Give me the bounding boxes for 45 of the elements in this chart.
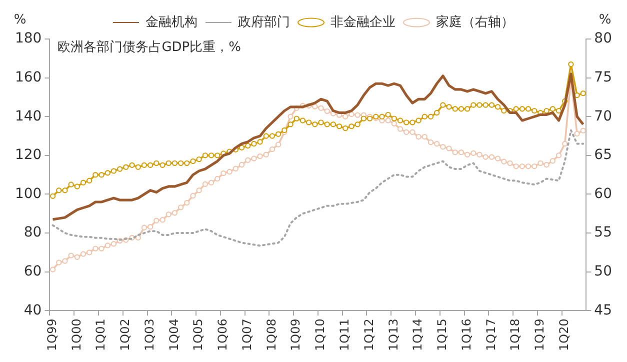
y-tick-label: 100: [14, 186, 42, 202]
x-tick-label: 1Q06: [216, 318, 230, 352]
legend-label: 家庭（右轴）: [436, 14, 514, 30]
x-tick-label: 1Q00: [69, 318, 84, 352]
x-tick-label: 1Q20: [556, 318, 571, 352]
y-tick-label: 160: [14, 69, 42, 86]
y-tick-label: 180: [14, 30, 42, 47]
x-tick-label: 1Q99: [44, 318, 59, 352]
x-tick-label: 1Q11: [338, 318, 352, 352]
x-tick-label: 1Q14: [410, 318, 425, 352]
y2-tick-label: 70: [594, 108, 612, 124]
y2-tick-label: 75: [594, 69, 612, 86]
x-tick-label: 1Q01: [94, 318, 108, 352]
x-tick-label: 1Q03: [142, 318, 156, 352]
legend-label: 政府部门: [238, 14, 290, 30]
x-tick-label: 1Q18: [508, 318, 522, 352]
x-tick-label: 1Q17: [484, 318, 498, 352]
y2-tick-label: 80: [594, 30, 612, 47]
y2-tick-label: 65: [594, 147, 612, 164]
legend-label: 非金融企业: [330, 14, 396, 30]
chart-title: 欧洲各部门债务占GDP比重，%: [58, 38, 242, 55]
x-tick-label: 1Q15: [435, 318, 450, 352]
x-tick-label: 1Q04: [166, 318, 181, 352]
x-tick-label: 1Q05: [191, 318, 206, 352]
y-tick-label: 120: [14, 147, 42, 164]
y-axis-title: %: [14, 12, 26, 28]
x-tick-label: 1Q08: [264, 318, 278, 352]
x-tick-label: 1Q12: [362, 318, 376, 352]
x-tick-label: 1Q02: [118, 318, 132, 352]
y2-tick-label: 60: [594, 186, 612, 202]
y-tick-label: 40: [24, 302, 42, 318]
x-tick-label: 1Q19: [532, 318, 547, 352]
x-tick-label: 1Q10: [313, 318, 328, 352]
x-tick-label: 1Q16: [459, 318, 474, 352]
y2-tick-label: 55: [594, 224, 612, 241]
y2-tick-label: 50: [594, 263, 612, 280]
y-tick-label: 140: [14, 108, 42, 124]
y2-axis-title: %: [598, 12, 612, 28]
y2-tick-label: 45: [594, 302, 612, 318]
y-tick-label: 80: [24, 224, 42, 241]
x-tick-label: 1Q13: [386, 318, 400, 352]
legend-label: 金融机构: [146, 14, 198, 30]
y-tick-label: 60: [24, 263, 42, 280]
x-tick-label: 1Q09: [288, 318, 303, 352]
x-tick-label: 1Q07: [240, 318, 254, 352]
